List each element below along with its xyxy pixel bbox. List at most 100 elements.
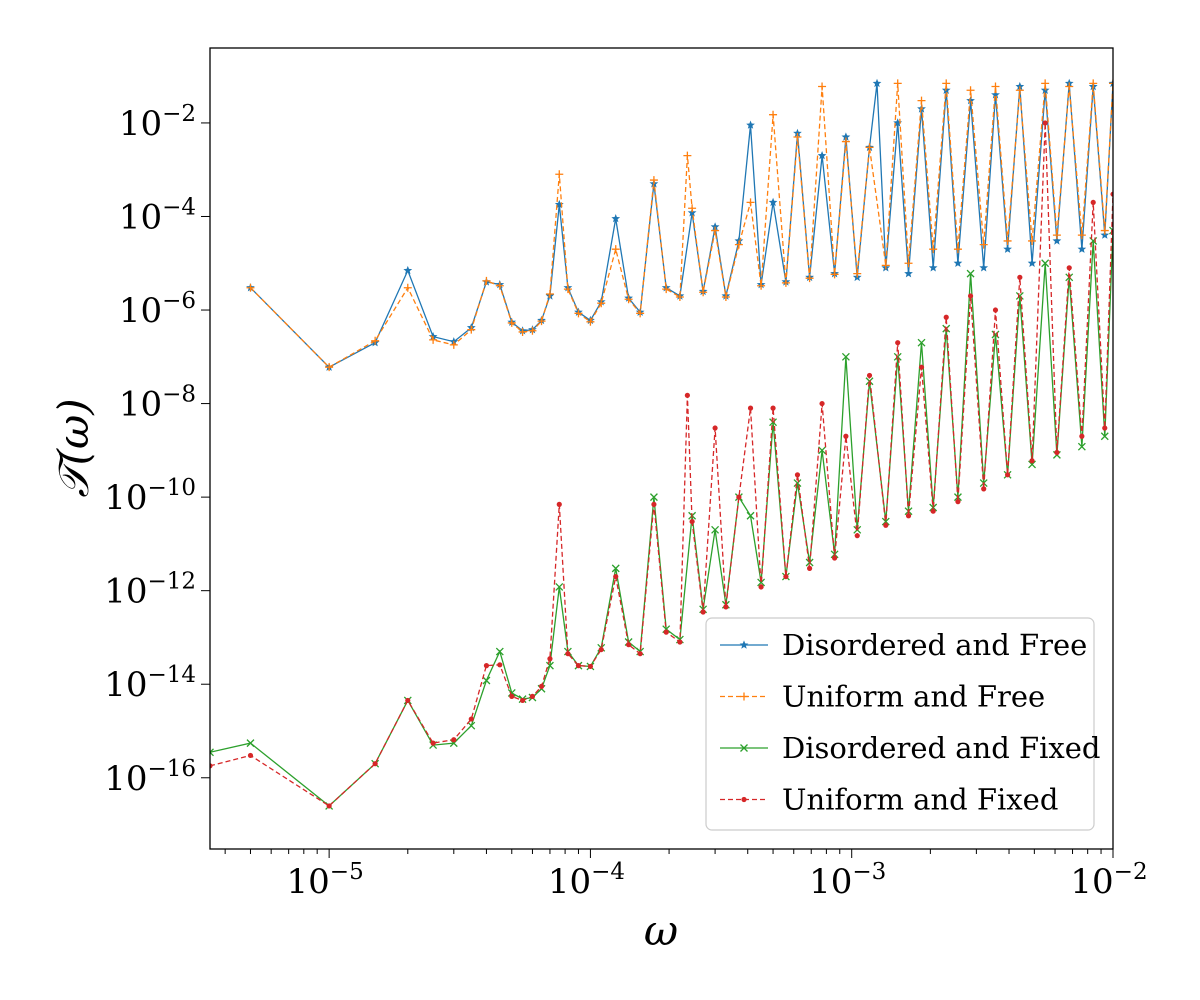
- data-point: [929, 245, 938, 254]
- data-point: [967, 293, 974, 299]
- x-tick-label: 10−3: [809, 859, 886, 902]
- data-point: [992, 307, 999, 313]
- data-point: [893, 79, 902, 88]
- data-point: [497, 662, 503, 668]
- data-point: [1003, 244, 1012, 253]
- data-point: [649, 176, 658, 185]
- data-point: [746, 198, 755, 207]
- data-point: [247, 752, 254, 759]
- data-point: [537, 317, 546, 326]
- data-point: [843, 433, 849, 439]
- data-point: [928, 263, 938, 272]
- data-point: [1089, 79, 1098, 88]
- series-4: [210, 120, 1113, 809]
- data-point: [586, 317, 595, 326]
- data-point: [403, 283, 412, 292]
- data-point: [966, 96, 975, 105]
- series-line: [250, 83, 1113, 369]
- data-point: [449, 340, 458, 349]
- data-point: [1065, 273, 1074, 282]
- data-point: [747, 405, 754, 411]
- data-point: [518, 327, 527, 336]
- data-point: [1109, 79, 1113, 88]
- data-point: [528, 326, 537, 335]
- data-point: [651, 501, 657, 507]
- data-point: [979, 240, 988, 249]
- data-point: [805, 274, 814, 283]
- data-point: [746, 120, 755, 129]
- data-point: [881, 261, 890, 270]
- data-point: [430, 740, 436, 746]
- data-point: [905, 513, 912, 519]
- x-tick-label: 10−4: [548, 859, 625, 902]
- legend: Disordered and Free Uniform and Free Disor…: [705, 617, 1101, 831]
- data-point: [1090, 199, 1096, 206]
- data-point: [468, 716, 474, 722]
- data-point: [688, 204, 697, 213]
- data-point: [893, 352, 902, 361]
- y-tick-label: 10−4: [119, 194, 196, 237]
- data-point: [1028, 236, 1037, 245]
- series-1: [246, 78, 1113, 371]
- data-point: [955, 499, 961, 505]
- data-point: [563, 285, 572, 294]
- series-layer: [210, 78, 1113, 810]
- data-point: [711, 226, 720, 235]
- data-point: [1100, 226, 1109, 235]
- data-point: [830, 270, 839, 279]
- data-point: [757, 281, 766, 290]
- data-point: [547, 656, 553, 662]
- data-point: [991, 90, 1000, 99]
- data-point: [872, 78, 882, 88]
- data-point: [793, 133, 802, 142]
- legend-label: Uniform and Fixed: [782, 783, 1058, 817]
- data-point: [556, 501, 562, 507]
- data-point: [509, 693, 515, 699]
- legend-frame: [705, 617, 1095, 831]
- legend-item-4: Uniform and Fixed: [720, 783, 1058, 817]
- data-point: [545, 290, 554, 299]
- data-point: [966, 269, 975, 278]
- data-point: [1015, 81, 1025, 91]
- data-point: [1052, 231, 1061, 240]
- data-point: [675, 292, 684, 301]
- data-point: [1100, 230, 1110, 239]
- data-point: [538, 683, 545, 689]
- data-point: [769, 110, 778, 119]
- data-point: [758, 584, 764, 590]
- data-point: [649, 493, 658, 502]
- data-point: [507, 318, 516, 327]
- data-point: [793, 479, 802, 488]
- data-point: [687, 208, 697, 217]
- series-2: [246, 79, 1113, 372]
- data-point: [405, 697, 411, 704]
- data-point: [794, 472, 801, 478]
- data-point: [904, 259, 913, 268]
- data-point: [626, 642, 632, 648]
- data-point: [918, 364, 925, 370]
- data-point: [1109, 226, 1113, 235]
- data-point: [611, 564, 620, 573]
- data-point: [677, 639, 683, 645]
- data-point: [700, 609, 706, 615]
- data-point: [624, 295, 633, 304]
- data-point: [1041, 79, 1050, 88]
- legend-item-1: Disordered and Free: [720, 628, 1087, 662]
- data-point: [495, 647, 504, 656]
- data-point: [1054, 449, 1060, 456]
- legend-label: Uniform and Free: [782, 680, 1045, 714]
- data-point: [325, 363, 334, 372]
- data-point: [1003, 236, 1012, 245]
- data-point: [246, 739, 255, 748]
- data-point: [467, 325, 476, 334]
- legend-swatch-marker: [740, 692, 748, 701]
- y-tick-label: 10−8: [119, 382, 196, 425]
- data-point: [689, 518, 695, 525]
- data-point: [943, 314, 949, 320]
- data-point: [991, 82, 1000, 91]
- data-point: [1100, 432, 1109, 441]
- data-point: [854, 533, 860, 539]
- x-axis-ticks: 10−5 10−4 10−3 10−2: [224, 849, 1148, 902]
- data-point: [769, 418, 778, 427]
- data-point: [1015, 86, 1024, 95]
